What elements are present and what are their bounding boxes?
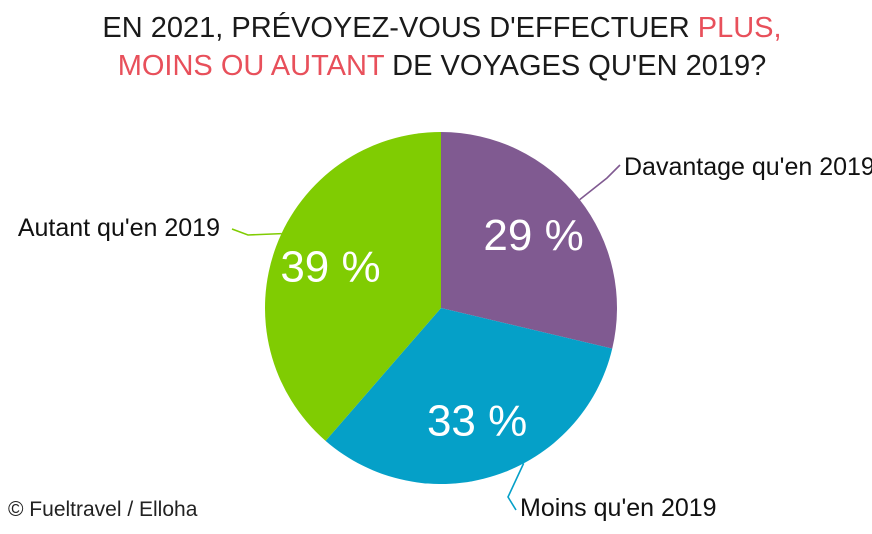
pie-callouts: Davantage qu'en 2019 Moins qu'en 2019 Auta… [18, 153, 872, 522]
chart-title-part-1: EN 2021, PRÉVOYEZ-VOUS D'EFFECTUER [102, 11, 697, 44]
pie-value-label: 39 % [280, 243, 380, 292]
pie-slice [441, 132, 617, 349]
callout-line [579, 164, 621, 201]
pie-value-label: 33 % [427, 396, 527, 445]
callout-line [507, 463, 525, 511]
chart-title-line-2: MOINS OU AUTANT DE VOYAGES QU'EN 2019? [118, 50, 767, 82]
slice-category-label: Davantage qu'en 2019 [624, 153, 872, 181]
callout-line [231, 228, 282, 236]
pie-value-labels: 29 % 33 % 39 % [280, 211, 583, 445]
chart-title-line-1: EN 2021, PRÉVOYEZ-VOUS D'EFFECTUER PLUS, [102, 11, 781, 44]
chart-title-part-2: DE VOYAGES QU'EN 2019? [384, 50, 766, 82]
pie-slices [265, 132, 617, 484]
slice-category-label: Moins qu'en 2019 [520, 494, 717, 522]
slice-category-label: Autant qu'en 2019 [18, 214, 220, 242]
source-credit: © Fueltravel / Elloha [8, 498, 198, 521]
chart-title-accent-2: MOINS OU AUTANT [118, 50, 385, 82]
chart-title-accent-1: PLUS, [698, 12, 782, 44]
pie-value-label: 29 % [483, 211, 583, 260]
pie-slice [325, 308, 613, 484]
pie-slice [265, 132, 441, 441]
